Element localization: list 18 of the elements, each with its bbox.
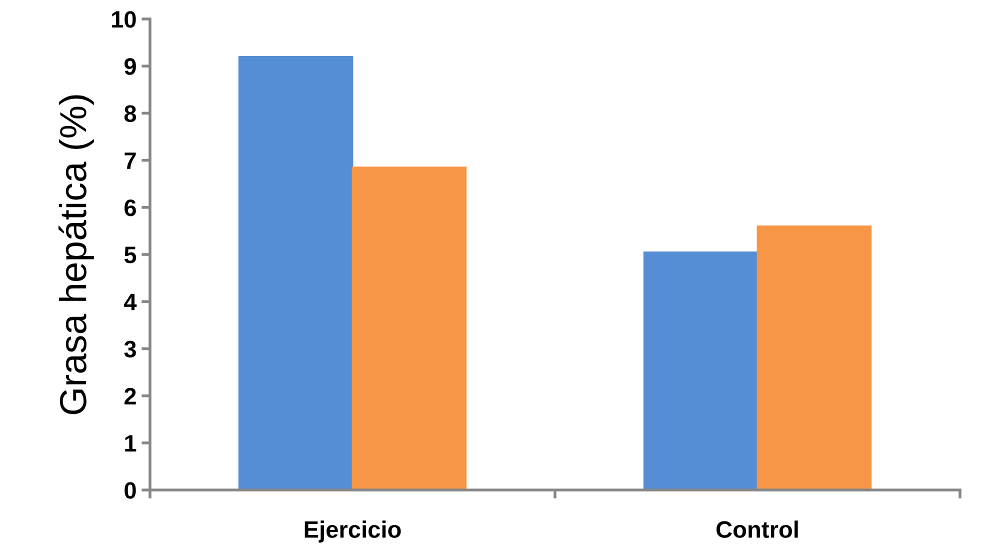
y-tick-label: 10 [112, 11, 136, 28]
y-tick-label: 5 [124, 246, 136, 264]
bar [352, 166, 467, 490]
y-tick-label: 4 [124, 294, 137, 310]
y-tick-label: 9 [124, 58, 136, 75]
bar [238, 56, 354, 490]
y-tick-label: 2 [124, 388, 136, 404]
x-tick-label: Ejercicio [304, 520, 401, 543]
y-axis-title: Grasa hepática (%) [58, 95, 94, 414]
y-tick-label: 3 [124, 340, 136, 358]
y-tick-label: 8 [124, 105, 136, 122]
y-tick-label: 6 [124, 199, 136, 216]
y-tick-label: 0 [124, 482, 136, 499]
bar [756, 226, 872, 490]
x-tick-label: Control [716, 520, 798, 538]
y-tick-label: 7 [124, 152, 136, 169]
y-tick-label: 1 [125, 435, 136, 452]
bar [643, 251, 758, 490]
